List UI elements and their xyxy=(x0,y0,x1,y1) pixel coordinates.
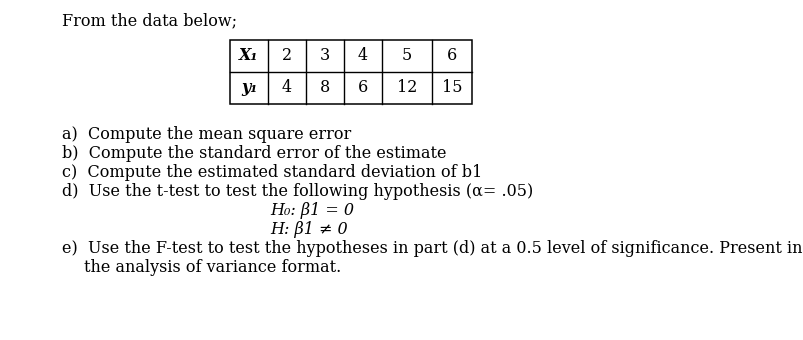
Text: 2: 2 xyxy=(282,48,291,65)
Text: d)  Use the t-test to test the following hypothesis (α= .05): d) Use the t-test to test the following … xyxy=(62,183,532,200)
Text: the analysis of variance format.: the analysis of variance format. xyxy=(84,259,340,276)
Text: a)  Compute the mean square error: a) Compute the mean square error xyxy=(62,126,351,143)
Text: 6: 6 xyxy=(446,48,457,65)
Text: From the data below;: From the data below; xyxy=(62,12,237,29)
Text: X₁: X₁ xyxy=(239,48,259,65)
Text: b)  Compute the standard error of the estimate: b) Compute the standard error of the est… xyxy=(62,145,446,162)
Text: 4: 4 xyxy=(357,48,368,65)
Bar xyxy=(230,40,471,104)
Text: H⁡: β1 ≠ 0: H⁡: β1 ≠ 0 xyxy=(270,221,347,238)
Text: 5: 5 xyxy=(402,48,412,65)
Text: 3: 3 xyxy=(320,48,330,65)
Text: 15: 15 xyxy=(441,80,462,97)
Text: 4: 4 xyxy=(282,80,291,97)
Text: 8: 8 xyxy=(320,80,330,97)
Text: H₀: β1 = 0: H₀: β1 = 0 xyxy=(270,202,353,219)
Text: 12: 12 xyxy=(397,80,417,97)
Text: y₁: y₁ xyxy=(241,80,257,97)
Text: 6: 6 xyxy=(357,80,368,97)
Text: c)  Compute the estimated standard deviation of b1: c) Compute the estimated standard deviat… xyxy=(62,164,482,181)
Text: e)  Use the F-test to test the hypotheses in part (d) at a 0.5 level of signific: e) Use the F-test to test the hypotheses… xyxy=(62,240,801,257)
